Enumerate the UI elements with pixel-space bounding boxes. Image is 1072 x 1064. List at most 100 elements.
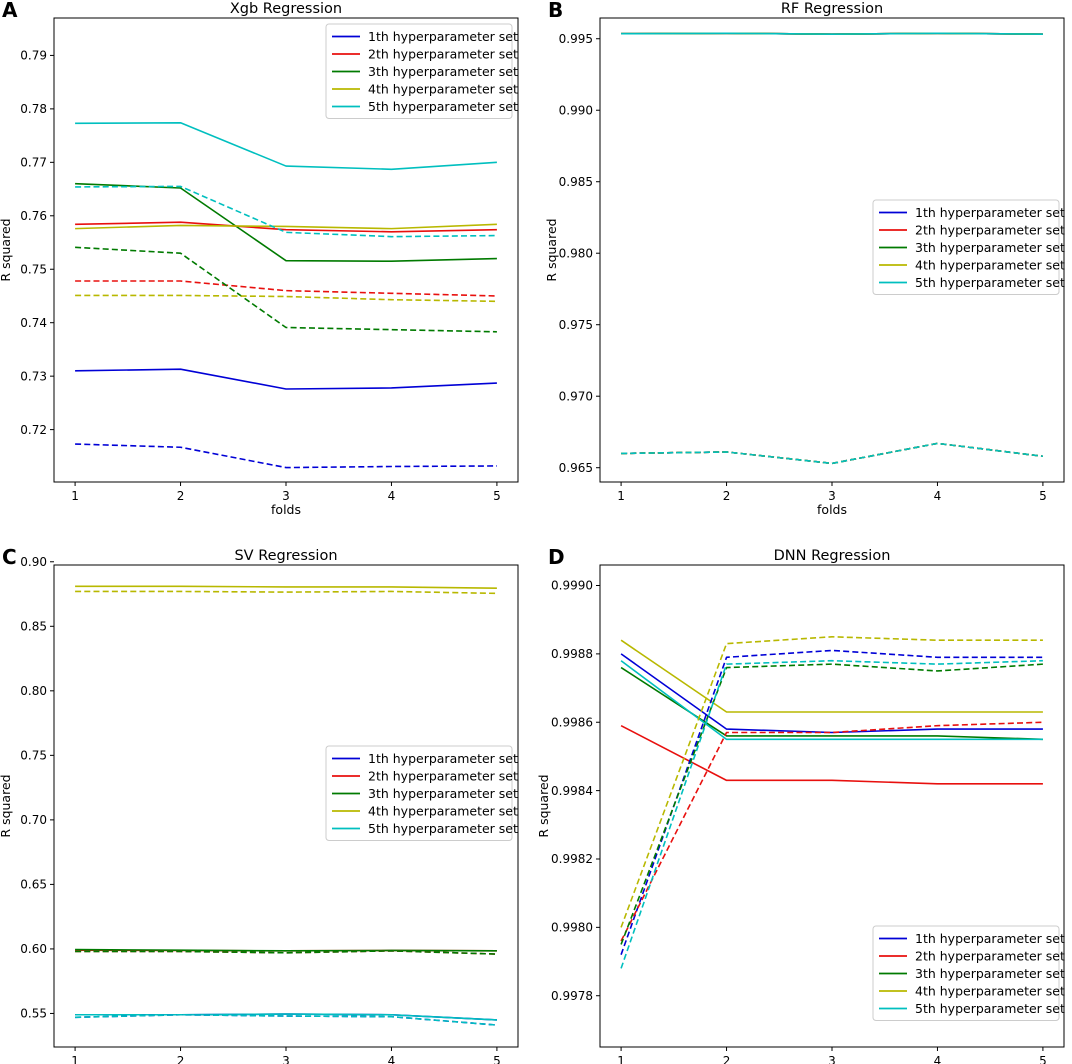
- y-tick-label: 0.73: [20, 369, 47, 383]
- y-tick-label: 0.9988: [551, 647, 593, 661]
- legend-item: 5th hyperparameter set: [879, 275, 1065, 290]
- y-tick-label: 0.9984: [551, 784, 593, 798]
- x-tick-label: 1: [617, 1054, 625, 1064]
- series-line-4th-dashed: [75, 590, 497, 595]
- legend: 1th hyperparameter set 2th hyperparameter…: [325, 23, 518, 119]
- y-tick-label: 0.70: [20, 813, 47, 827]
- panel-letter: C: [2, 545, 17, 569]
- legend-item: 1th hyperparameter set: [879, 205, 1065, 220]
- series-group: [620, 635, 1043, 969]
- x-tick-label: 2: [723, 1054, 731, 1064]
- series-line-3th-solid: [75, 948, 497, 952]
- y-axis-label: R squared: [0, 218, 13, 281]
- y-tick-label: 0.77: [20, 156, 47, 170]
- series-line-1th-dashed: [620, 649, 1043, 955]
- series-group: [75, 121, 497, 469]
- x-tick-label: 3: [282, 489, 290, 503]
- panel-letter: B: [548, 0, 563, 22]
- x-tick-label: 1: [71, 1054, 79, 1064]
- legend-label: 4th hyperparameter set: [915, 983, 1065, 998]
- legend-item: 2th hyperparameter set: [332, 46, 518, 61]
- legend-label: 3th hyperparameter set: [368, 64, 518, 79]
- legend-label: 2th hyperparameter set: [915, 948, 1065, 963]
- legend-label: 1th hyperparameter set: [915, 205, 1065, 220]
- chart-title: DNN Regression: [774, 548, 891, 564]
- legend-label: 5th hyperparameter set: [368, 821, 518, 836]
- legend-label: 3th hyperparameter set: [915, 240, 1065, 255]
- series-line-4th-solid: [620, 639, 1043, 713]
- chart-title: RF Regression: [781, 1, 883, 17]
- y-tick-label: 0.60: [20, 942, 47, 956]
- series-line-5th-solid: [621, 32, 1043, 35]
- x-tick-label: 4: [934, 489, 942, 503]
- panel-letter: A: [2, 0, 18, 22]
- x-tick-label: 2: [177, 1054, 185, 1064]
- legend-item: 3th hyperparameter set: [879, 966, 1065, 981]
- legend-label: 1th hyperparameter set: [368, 751, 518, 766]
- y-tick-label: 0.9986: [551, 715, 593, 729]
- series-line-2th-solid: [75, 221, 497, 233]
- chart-title: Xgb Regression: [230, 1, 342, 17]
- x-tick-label: 4: [388, 1054, 396, 1064]
- series-line-3th-dashed: [620, 663, 1043, 945]
- legend: 1th hyperparameter set 2th hyperparameter…: [325, 745, 518, 841]
- x-tick-label: 5: [1039, 1054, 1047, 1064]
- x-tick-label: 2: [177, 489, 185, 503]
- series-line-5th-dashed: [75, 1013, 497, 1026]
- x-tick-label: 5: [1039, 489, 1047, 503]
- legend-label: 2th hyperparameter set: [915, 222, 1065, 237]
- panel-letter: D: [548, 545, 565, 569]
- y-tick-label: 0.975: [559, 318, 593, 332]
- legend-item: 1th hyperparameter set: [332, 29, 518, 44]
- legend-box: [325, 745, 513, 841]
- panel-a: A Xgb Regression 1 2 3 4 5 0.72 0.73 0.74 0.75 0.76…: [0, 0, 519, 517]
- legend-label: 2th hyperparameter set: [368, 46, 518, 61]
- legend-label: 1th hyperparameter set: [368, 29, 518, 44]
- x-tick-label: 3: [828, 1054, 836, 1064]
- y-tick-label: 0.79: [20, 49, 47, 63]
- y-tick-label: 0.980: [559, 246, 593, 260]
- legend-item: 5th hyperparameter set: [879, 1001, 1065, 1016]
- y-tick-label: 0.965: [559, 461, 593, 475]
- y-tick-label: 0.9980: [551, 921, 593, 935]
- series-line-4th-solid: [75, 585, 497, 590]
- x-axis-label: folds: [271, 502, 301, 517]
- x-tick-label: 1: [71, 489, 79, 503]
- legend-item: 4th hyperparameter set: [332, 81, 518, 96]
- y-axis-label: R squared: [0, 774, 13, 837]
- series-line-2th-dashed: [620, 721, 1043, 942]
- legend: 1th hyperparameter set 2th hyperparameter…: [872, 199, 1065, 295]
- y-tick-label: 0.995: [559, 32, 593, 46]
- series-line-4th-dashed: [75, 294, 497, 303]
- series-line-2th-dashed: [621, 442, 1044, 465]
- legend-label: 5th hyperparameter set: [915, 1001, 1065, 1016]
- legend-item: 5th hyperparameter set: [332, 99, 518, 114]
- y-tick-label: 0.970: [559, 389, 593, 403]
- legend-item: 2th hyperparameter set: [332, 768, 518, 783]
- legend: 1th hyperparameter set 2th hyperparameter…: [872, 925, 1065, 1021]
- series-line-2th-solid: [620, 724, 1043, 785]
- legend-item: 4th hyperparameter set: [879, 257, 1065, 272]
- legend-label: 4th hyperparameter set: [368, 803, 518, 818]
- x-axis-label: folds: [817, 502, 847, 517]
- series-group: [621, 32, 1044, 465]
- panel-b: B RF Regression 1 2 3 4 5 0.965 0.970 0.975 0.980 0…: [544, 0, 1065, 517]
- series-line-4th-dashed: [621, 442, 1044, 465]
- y-tick-label: 0.72: [20, 423, 47, 437]
- legend-item: 2th hyperparameter set: [879, 948, 1065, 963]
- legend-item: 5th hyperparameter set: [332, 821, 518, 836]
- x-tick-label: 3: [282, 1054, 290, 1064]
- legend-item: 3th hyperparameter set: [332, 786, 518, 801]
- legend-item: 3th hyperparameter set: [879, 240, 1065, 255]
- y-tick-label: 0.55: [20, 1007, 47, 1021]
- x-tick-label: 2: [723, 489, 731, 503]
- legend-label: 4th hyperparameter set: [368, 81, 518, 96]
- legend-label: 4th hyperparameter set: [915, 257, 1065, 272]
- y-tick-label: 0.75: [20, 262, 47, 276]
- legend-label: 2th hyperparameter set: [368, 768, 518, 783]
- series-line-4th-solid: [75, 223, 497, 230]
- y-tick-label: 0.76: [20, 209, 47, 223]
- series-line-5th-solid: [75, 121, 497, 171]
- x-tick-label: 4: [934, 1054, 942, 1064]
